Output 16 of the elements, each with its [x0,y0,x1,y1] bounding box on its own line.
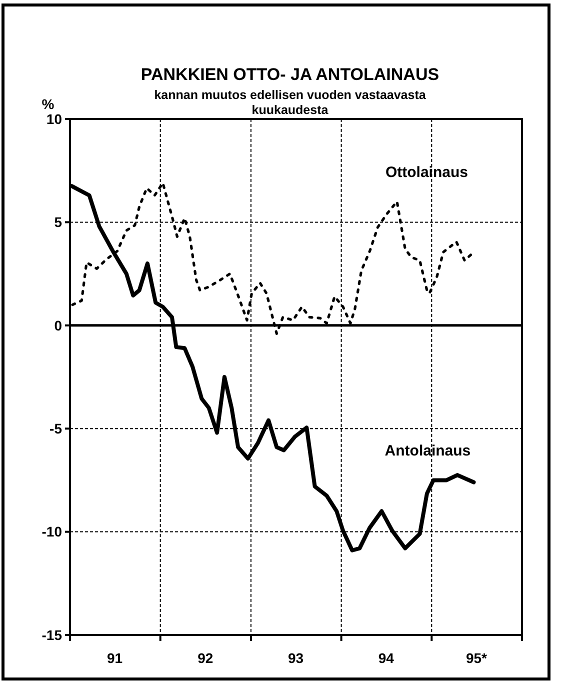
x-tick-label: 93 [288,650,304,666]
y-tick-label: 5 [54,214,62,230]
series-label: Antolainaus [384,442,471,460]
chart-title: PANKKIEN OTTO- JA ANTOLAINAUS [140,65,440,84]
chart-subtitle: kannan muutos edellisen vuoden vastaavasta kuukaudesta [154,88,427,117]
y-tick-label: -5 [50,420,62,436]
y-axis-title: % [42,96,55,112]
x-tick-label: 95* [466,650,488,666]
y-tick-label: -15 [42,626,62,643]
y-tick-label: -10 [42,524,62,540]
x-tick-label: 92 [198,650,214,666]
x-tick-label: 91 [107,650,123,666]
x-tick-label: 94 [378,650,394,666]
y-tick-label: 0 [54,317,62,334]
y-tick-label: 10 [46,110,62,127]
series-label: Ottolainaus [385,164,468,182]
